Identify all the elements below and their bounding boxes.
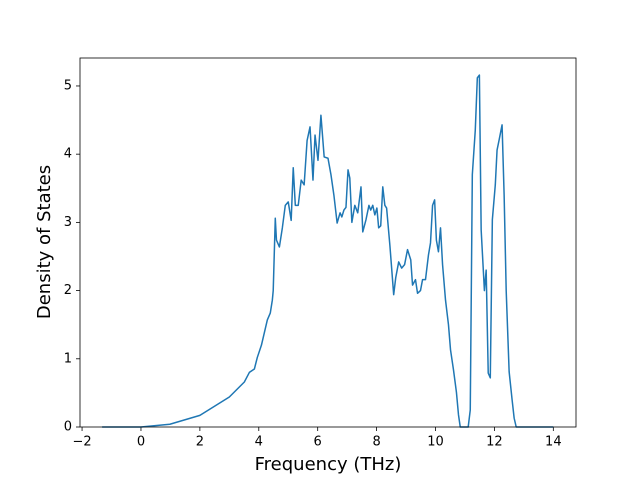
x-tick-label: 12 bbox=[486, 435, 503, 450]
y-tick-label: 4 bbox=[64, 147, 72, 162]
y-tick-label: 3 bbox=[64, 215, 72, 230]
x-tick-label: 8 bbox=[372, 435, 380, 450]
y-tick-label: 5 bbox=[64, 78, 72, 93]
x-tick-label: 4 bbox=[255, 435, 263, 450]
x-tick-label: 0 bbox=[137, 435, 145, 450]
x-tick-label: 6 bbox=[314, 435, 322, 450]
x-tick-label: 10 bbox=[427, 435, 444, 450]
plot-frame bbox=[79, 57, 577, 428]
y-tick-label: 1 bbox=[64, 351, 72, 366]
x-axis-label: Frequency (THz) bbox=[255, 454, 402, 475]
x-tick-label: 14 bbox=[545, 435, 562, 450]
y-tick-label: 2 bbox=[64, 283, 72, 298]
y-tick-label: 0 bbox=[64, 420, 72, 435]
x-tick-label: 2 bbox=[196, 435, 204, 450]
x-tick-label: −2 bbox=[72, 435, 91, 450]
y-axis-label: Density of States bbox=[34, 165, 55, 319]
data-line bbox=[102, 74, 554, 428]
